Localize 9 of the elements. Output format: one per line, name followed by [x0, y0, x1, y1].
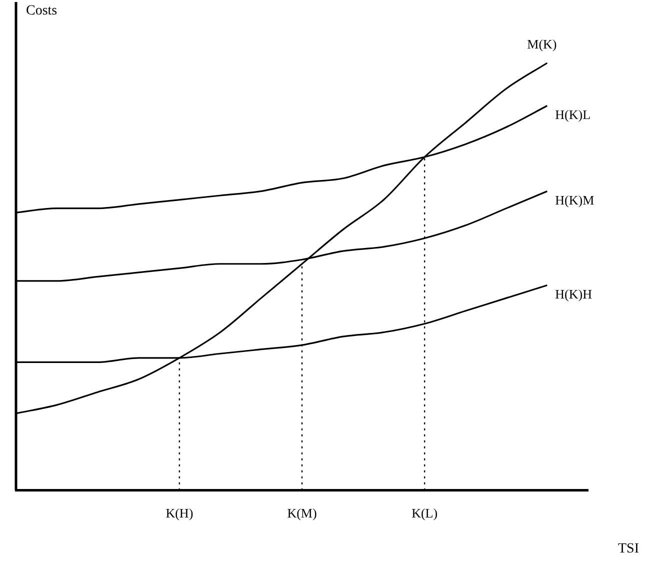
x-tick-label: K(M) [287, 506, 317, 521]
x-tick-label: K(L) [412, 506, 438, 521]
series-label: H(K)M [555, 192, 595, 208]
y-axis-title: Costs [26, 4, 58, 19]
x-axis-title: TSI [618, 542, 640, 557]
series-label: H(K)H [555, 286, 592, 302]
series-label: H(K)L [555, 107, 591, 122]
x-tick-label: K(H) [166, 506, 194, 521]
series-label: M(K) [527, 36, 557, 52]
